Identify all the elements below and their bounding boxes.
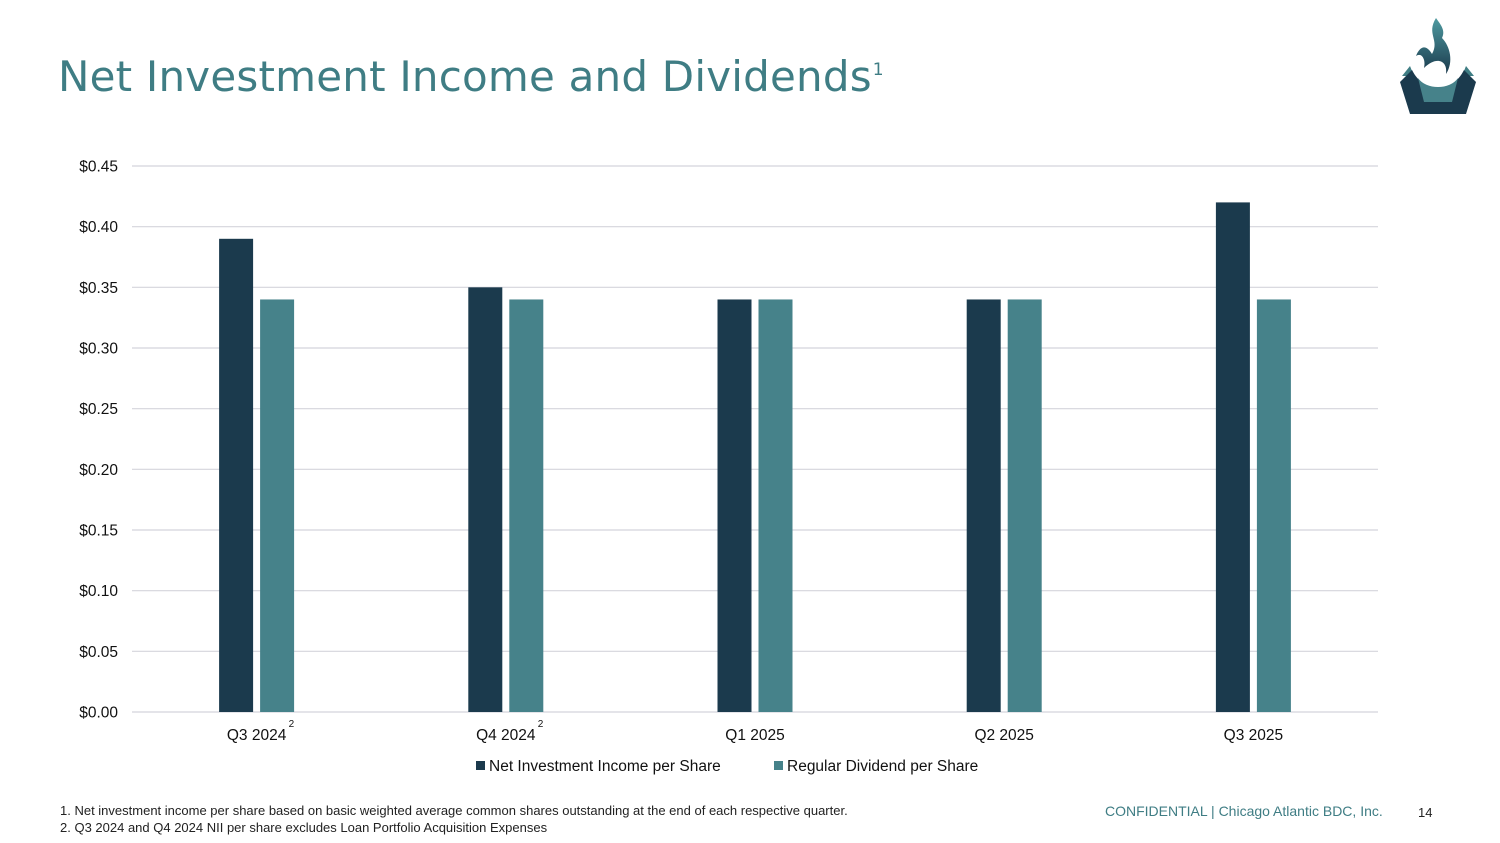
y-tick-label: $0.35 [79, 280, 118, 297]
bar [1215, 202, 1250, 712]
bar [1007, 299, 1042, 712]
legend-swatch [774, 761, 783, 770]
y-tick-label: $0.20 [79, 462, 118, 479]
confidential-label: CONFIDENTIAL | Chicago Atlantic BDC, Inc… [1105, 803, 1383, 819]
legend: Net Investment Income per Share Regular D… [476, 758, 978, 775]
y-tick-label: $0.10 [79, 583, 118, 600]
company-logo-icon [1400, 18, 1476, 114]
bar [1256, 299, 1291, 712]
x-tick-label: Q1 2025 [725, 727, 784, 744]
bar [758, 299, 793, 712]
bar [509, 299, 544, 712]
y-tick-label: $0.25 [79, 401, 118, 418]
axis-labels: $0.00 $0.05 $0.10 $0.15 $0.20 $0.25 $0.30 $0.35… [79, 159, 1283, 745]
y-tick-label: $0.30 [79, 341, 118, 358]
title-footnote-marker: 1 [872, 60, 884, 80]
x-tick-label: Q2 2025 [974, 727, 1033, 744]
title-text: Net Investment Income and Dividends [58, 52, 872, 101]
x-tick-label: Q3 2024 [227, 727, 287, 744]
legend-label: Net Investment Income per Share [489, 758, 721, 775]
bar [219, 238, 254, 713]
bar [966, 299, 1001, 712]
gridlines [132, 165, 1378, 713]
page-number: 14 [1418, 805, 1433, 820]
legend-swatch [476, 761, 485, 770]
footnote-1: 1. Net investment income per share based… [60, 803, 848, 818]
y-tick-label: $0.15 [79, 523, 118, 540]
footnotes: 1. Net investment income per share based… [60, 802, 848, 836]
y-tick-label: $0.05 [79, 644, 118, 661]
bar [717, 299, 752, 712]
y-tick-label: $0.00 [79, 705, 118, 722]
x-tick-footnote-marker: 2 [289, 719, 295, 730]
x-tick-label: Q4 2024 [476, 727, 536, 744]
y-tick-label: $0.40 [79, 219, 118, 236]
legend-label: Regular Dividend per Share [787, 758, 978, 775]
page-title: Net Investment Income and Dividends1 [58, 52, 884, 101]
y-tick-label: $0.45 [79, 159, 118, 176]
x-tick-footnote-marker: 2 [538, 719, 544, 730]
bars [219, 202, 1291, 713]
bar [260, 299, 295, 712]
x-tick-label: Q3 2025 [1224, 727, 1283, 744]
bar [468, 287, 503, 712]
footnote-2: 2. Q3 2024 and Q4 2024 NII per share exc… [60, 820, 548, 835]
